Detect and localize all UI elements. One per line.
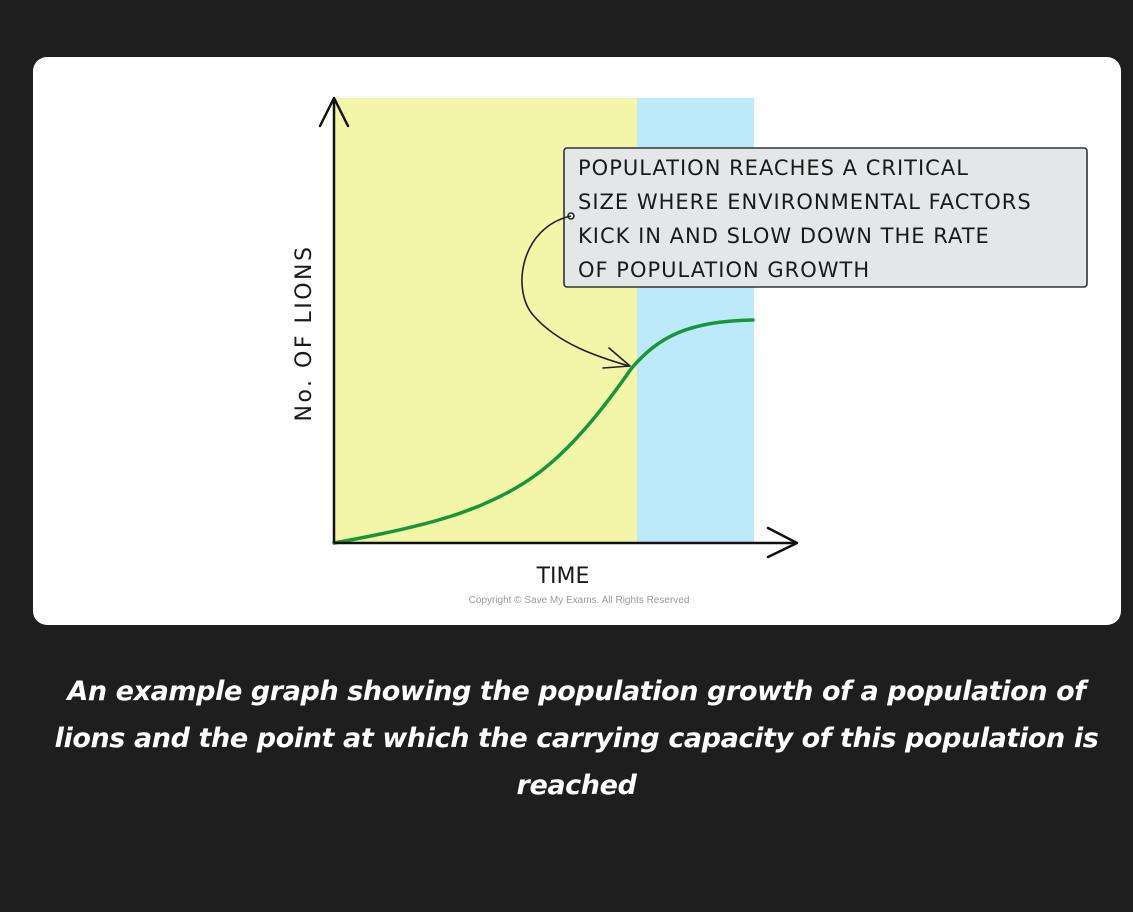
annotation-line-1: POPULATION REACHES A CRITICAL (578, 156, 969, 180)
y-axis-label: No. OF LIONS (292, 245, 317, 422)
annotation-line-2: SIZE WHERE ENVIRONMENTAL FACTORS (578, 190, 1032, 214)
y-axis-arrowhead (318, 96, 350, 128)
figure-card: No. OF LIONS TIME POPULATION REACHES A C… (33, 57, 1121, 625)
x-axis-arrowhead (766, 526, 799, 559)
annotation-line-4: OF POPULATION GROWTH (578, 258, 870, 282)
x-axis-label: TIME (536, 564, 590, 589)
pointer-arrow (521, 215, 630, 367)
pointer-arrowhead (602, 347, 631, 369)
growth-curve (332, 318, 755, 545)
population-growth-diagram: No. OF LIONS TIME POPULATION REACHES A C… (292, 96, 1088, 606)
figure-caption: An example graph showing the population … (54, 676, 1099, 801)
copyright-notice: Copyright © Save My Exams. All Rights Re… (469, 595, 690, 606)
annotation-line-3: KICK IN AND SLOW DOWN THE RATE (578, 224, 990, 248)
